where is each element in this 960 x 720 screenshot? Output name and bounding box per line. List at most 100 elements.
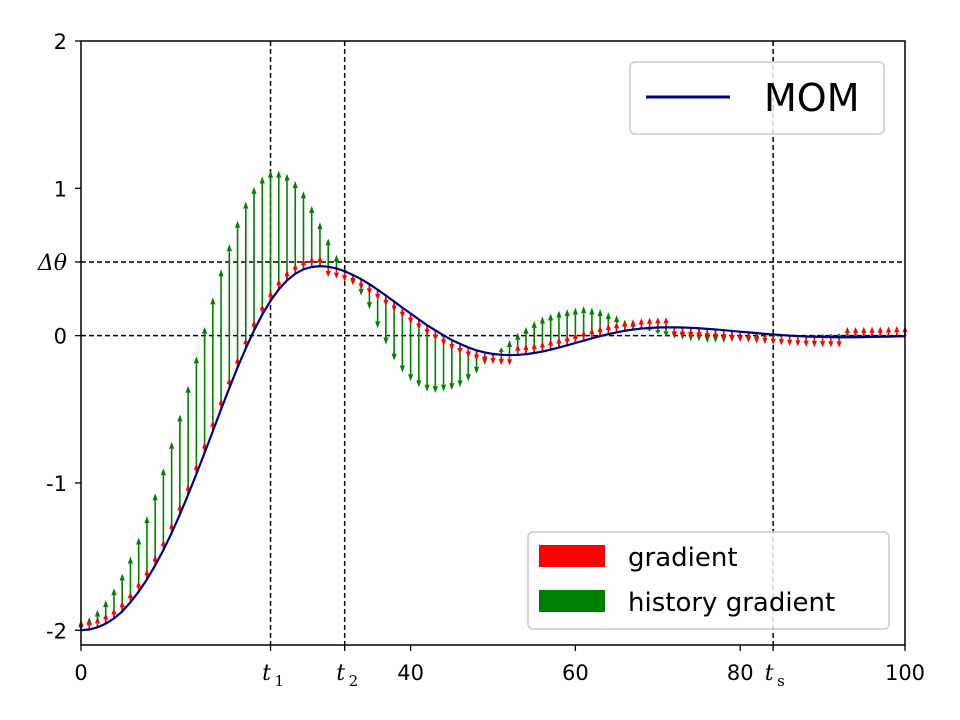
gradient-arrow-85-head <box>778 339 784 346</box>
x-tick-label-4: 100 <box>885 661 925 685</box>
gradient-arrow-89-head <box>811 340 817 348</box>
history-arrow-6-head <box>127 556 134 564</box>
gradient-arrow-20-head <box>243 337 249 345</box>
gradient-arrow-54-head <box>523 343 529 351</box>
gradient-arrow-83-head <box>762 337 768 345</box>
history-arrow-16-head <box>210 297 216 305</box>
history-arrow-42-head <box>424 384 430 392</box>
history-arrow-24 <box>276 170 282 290</box>
gradient-arrow-26-head <box>292 263 298 270</box>
gradient-arrow-69-head <box>646 317 653 324</box>
history-arrow-19-head <box>234 220 241 228</box>
history-arrow-53-head <box>515 332 521 340</box>
history-arrow-28-head <box>309 205 315 213</box>
y-tick-label-2: 0 <box>54 325 67 349</box>
gradient-arrow-68-head <box>638 318 644 325</box>
y-tick-label-1: 1 <box>54 177 67 201</box>
history-arrow-31-head <box>333 254 340 262</box>
history-arrow-26-head <box>292 180 298 188</box>
gradient-arrow-45-head <box>449 344 455 351</box>
gradient-arrow-23-head <box>267 290 274 297</box>
history-arrow-10 <box>160 468 166 550</box>
gradient-arrow-71-head <box>663 317 669 324</box>
y-tick-label-0: 2 <box>54 30 67 54</box>
x-tick-label-3: 80 <box>727 661 754 685</box>
gradient-arrow-74-head <box>688 331 694 339</box>
history-arrow-46-head <box>457 380 463 388</box>
history-arrow-4-head <box>111 588 117 596</box>
gradient-arrow-8-head <box>144 569 150 576</box>
gradient-arrow-36-head <box>375 293 381 300</box>
gradient-arrow-35-head <box>366 288 372 295</box>
history-arrow-25-head <box>284 173 290 181</box>
gradient-arrow-79-head <box>729 335 735 342</box>
gradient-arrow-30-head <box>325 270 331 278</box>
history-arrow-62-head <box>589 307 595 315</box>
gradient-arrow-56-head <box>539 341 546 348</box>
history-arrow-17-head <box>218 269 224 277</box>
series-line-0 <box>80 264 906 632</box>
gradient-arrow-38-head <box>391 305 397 312</box>
legend-gradient-label: gradient <box>628 543 738 573</box>
gradient-arrow-77-head <box>712 333 719 340</box>
x-math-tick-label-1: t <box>336 661 345 686</box>
gradient-arrow-34-head <box>358 283 364 290</box>
history-arrow-91-head <box>828 333 834 336</box>
history-arrow-52-head <box>506 340 513 348</box>
history-arrow-23-head <box>267 170 274 178</box>
gradient-arrow-2-head <box>94 617 101 624</box>
history-arrow-18 <box>226 244 232 389</box>
gradient-arrow-82-head <box>754 337 760 344</box>
history-arrow-3-head <box>103 600 109 608</box>
gradient-arrow-94-head <box>852 326 859 334</box>
history-arrow-25 <box>284 173 290 281</box>
history-arrow-35-head <box>366 302 372 310</box>
gradient-arrow-24-head <box>276 279 282 286</box>
history-arrow-36-head <box>375 321 381 329</box>
gradient-arrow-70-head <box>655 317 661 324</box>
history-arrow-30 <box>325 238 331 267</box>
gradient-arrow-51-head <box>498 358 504 366</box>
y-tick-label-4: -2 <box>46 619 67 643</box>
gradient-arrow-44-head <box>440 339 447 346</box>
history-arrow-21 <box>251 186 257 331</box>
history-arrow-58-head <box>556 310 562 318</box>
history-arrow-37-head <box>383 337 389 345</box>
history-arrow-13 <box>185 385 191 495</box>
gradient-arrow-75-head <box>696 332 702 339</box>
x-math-tick-sub-2: s <box>777 672 785 690</box>
gradient-arrow-22-head <box>259 304 265 311</box>
gradient-arrow-52-head <box>506 359 513 366</box>
gradient-arrow-4-head <box>111 608 117 615</box>
gradient-arrow-95-head <box>861 326 867 333</box>
gradient-arrow-63-head <box>597 325 603 333</box>
history-arrow-70-head <box>655 330 661 335</box>
gradient-arrow-39-head <box>399 311 405 318</box>
x-tick-label-1: 40 <box>397 661 424 685</box>
gradient-arrow-43-head <box>432 334 438 341</box>
gradient-arrow-5-head <box>119 601 125 608</box>
history-arrow-22 <box>259 176 265 315</box>
history-arrow-11 <box>169 441 175 534</box>
history-arrow-56-head <box>539 316 546 324</box>
x-math-tick-label-0: t <box>262 661 271 686</box>
history-arrow-14 <box>193 356 199 475</box>
legend-history-swatch <box>539 590 605 612</box>
gradient-arrow-98-head <box>885 326 892 333</box>
gradient-arrow-7-head <box>136 581 142 588</box>
history-arrow-27-head <box>300 191 307 199</box>
gradient-arrow-87-head <box>795 340 801 347</box>
history-arrow-43-head <box>432 386 438 394</box>
gradient-arrow-60-head <box>572 332 578 339</box>
legend-gradient-swatch <box>539 545 605 567</box>
gradient-arrow-50-head <box>490 358 496 365</box>
gradient-arrow-66-head <box>622 320 628 327</box>
legend-history-label: history gradient <box>628 588 835 618</box>
history-arrow-48-head <box>473 366 480 374</box>
gradient-arrow-48-head <box>473 354 480 361</box>
history-arrow-7-head <box>136 537 142 545</box>
gradient-arrow-80-head <box>737 335 743 342</box>
history-arrow-76-head <box>704 336 710 343</box>
gradient-arrow-58-head <box>556 337 562 344</box>
